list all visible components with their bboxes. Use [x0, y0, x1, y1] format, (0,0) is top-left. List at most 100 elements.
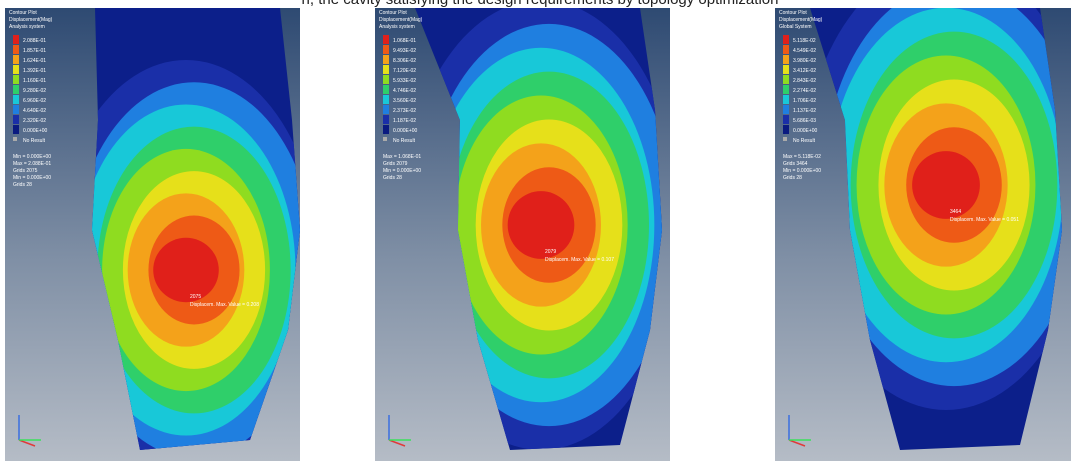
figure: n, the cavity satisfying the design requ… [0, 0, 1076, 461]
contour-band [153, 238, 219, 302]
legend-label: 2.088E-01 [23, 38, 46, 44]
max-node: 2075 [190, 294, 201, 300]
legend-swatch [783, 137, 787, 141]
legend-swatch [783, 35, 789, 44]
stats-line: Min = 0.000E+00 [13, 154, 51, 160]
legend-swatch [783, 75, 789, 84]
legend-header: Analysis system [9, 24, 45, 30]
legend-label: 5.686E-03 [793, 118, 816, 124]
legend-label: 4.549E-02 [793, 48, 816, 54]
legend-swatch [383, 115, 389, 124]
legend-label: 4.746E-02 [393, 88, 416, 94]
legend-label: 0.000E+00 [793, 128, 818, 134]
legend-swatch [13, 75, 19, 84]
stats-line: Grids 28 [13, 182, 32, 188]
legend-swatch [383, 105, 389, 114]
stats-line: Grids 28 [783, 175, 802, 181]
legend-swatch [783, 55, 789, 64]
legend-swatch [13, 137, 17, 141]
legend-label: No Result [393, 138, 416, 144]
legend-swatch [13, 65, 19, 74]
legend-swatch [783, 45, 789, 54]
legend-label: 3.560E-02 [393, 98, 416, 104]
legend-swatch [783, 115, 789, 124]
stats-line: Max = 1.068E-01 [383, 154, 421, 160]
legend-swatch [783, 65, 789, 74]
max-annotation: Displacem. Max. Value = 0.051 [950, 217, 1019, 223]
legend-label: 1.857E-01 [23, 48, 46, 54]
legend-swatch [383, 95, 389, 104]
contour-band [912, 151, 980, 219]
legend-header: Analysis system [379, 24, 415, 30]
legend-swatch [383, 65, 389, 74]
legend-swatch [13, 35, 19, 44]
legend-label: 3.412E-02 [793, 68, 816, 74]
contour-band [508, 191, 575, 259]
legend-label: 3.980E-02 [793, 58, 816, 64]
legend-label: 2.373E-02 [393, 108, 416, 114]
legend-swatch [783, 85, 789, 94]
contour-panel: Contour PlotDisplacement(Mag)Analysis sy… [5, 0, 321, 461]
max-node: 2079 [545, 249, 556, 255]
legend-label: 7.120E-02 [393, 68, 416, 74]
stats-line: Grids 3464 [783, 161, 808, 167]
legend-label: 1.068E-01 [393, 38, 416, 44]
legend-label: 5.933E-02 [393, 78, 416, 84]
legend-swatch [383, 85, 389, 94]
legend-label: 8.306E-02 [393, 58, 416, 64]
legend-swatch [383, 137, 387, 141]
legend-header: Global System [779, 24, 812, 30]
caption: n, the cavity satisfying the design requ… [302, 0, 779, 8]
stats-line: Max = 2.088E-01 [13, 161, 51, 167]
legend-label: 1.137E-02 [793, 108, 816, 114]
max-annotation: Displacem. Max. Value = 0.107 [545, 257, 614, 263]
stats-line: Min = 0.000E+00 [13, 175, 51, 181]
legend-swatch [13, 125, 19, 134]
stats-line: Grids 28 [383, 175, 402, 181]
legend-label: 1.160E-01 [23, 78, 46, 84]
legend-swatch [383, 45, 389, 54]
legend-swatch [383, 35, 389, 44]
stats-line: Grids 2075 [13, 168, 38, 174]
legend-label: 2.274E-02 [793, 88, 816, 94]
contour-figure: n, the cavity satisfying the design requ… [0, 0, 1076, 461]
stats-line: Min = 0.000E+00 [383, 168, 421, 174]
legend-label: 1.706E-02 [793, 98, 816, 104]
legend-label: 2.843E-02 [793, 78, 816, 84]
legend-label: 9.280E-02 [23, 88, 46, 94]
legend-label: 1.624E-01 [23, 58, 46, 64]
legend-header: Contour Plot [779, 10, 807, 16]
stats-line: Max = 5.118E-02 [783, 154, 821, 160]
legend-label: 6.960E-02 [23, 98, 46, 104]
legend-header: Displacement(Mag) [779, 17, 823, 23]
legend-swatch [13, 95, 19, 104]
legend-header: Contour Plot [9, 10, 37, 16]
legend-label: No Result [23, 138, 46, 144]
legend-label: 1.392E-01 [23, 68, 46, 74]
legend-header: Displacement(Mag) [379, 17, 423, 23]
legend-swatch [383, 75, 389, 84]
max-annotation: Displacem. Max. Value = 0.208 [190, 302, 259, 308]
legend-swatch [783, 105, 789, 114]
legend-label: 5.118E-02 [793, 38, 816, 44]
legend-swatch [13, 115, 19, 124]
legend-swatch [13, 45, 19, 54]
max-node: 3464 [950, 209, 961, 215]
legend-swatch [13, 55, 19, 64]
legend-label: No Result [793, 138, 816, 144]
legend-swatch [783, 125, 789, 134]
legend-label: 0.000E+00 [393, 128, 418, 134]
legend-label: 4.640E-02 [23, 108, 46, 114]
legend-header: Contour Plot [379, 10, 407, 16]
legend-label: 1.187E-02 [393, 118, 416, 124]
stats-line: Min = 0.000E+00 [783, 168, 821, 174]
legend-swatch [13, 105, 19, 114]
legend-label: 9.493E-02 [393, 48, 416, 54]
legend-label: 0.000E+00 [23, 128, 48, 134]
legend-swatch [13, 85, 19, 94]
legend-swatch [383, 125, 389, 134]
stats-line: Grids 2079 [383, 161, 408, 167]
legend-swatch [383, 55, 389, 64]
